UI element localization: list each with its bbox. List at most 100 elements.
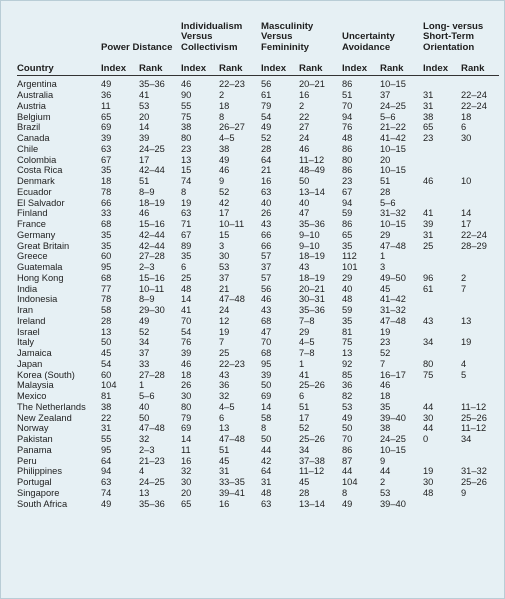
uncertainty-index-cell: 70 [342, 434, 353, 445]
individualism-index-cell: 14 [181, 294, 192, 305]
uncertainty-index-cell: 86 [342, 165, 353, 176]
table-row: Indonesia 78 8–9 14 47–48 46 30–31 48 41–42 [17, 294, 499, 305]
table-row: Costa Rica 35 42–44 15 46 21 48–49 86 10–15 [17, 165, 499, 176]
masculinity-index-cell: 26 [261, 208, 272, 219]
power-distance-rank-cell: 10–11 [139, 283, 165, 294]
power-distance-index-cell: 38 [101, 401, 112, 412]
long-term-rank-cell [461, 305, 499, 316]
long-term-index-cell: 39 [423, 219, 434, 230]
country-cell: France [17, 219, 46, 230]
long-term-index-cell: 23 [423, 133, 434, 144]
uncertainty-index-cell: 59 [342, 305, 353, 316]
individualism-rank-cell: 24 [219, 305, 230, 316]
table-row: Chile 63 24–25 23 38 28 46 86 10–15 [17, 144, 499, 155]
long-term-index-cell: 96 [423, 272, 434, 283]
long-term-index-cell: 19 [423, 466, 434, 477]
power-distance-rank-cell: 50 [139, 412, 150, 423]
power-distance-index-cell: 63 [101, 143, 112, 154]
individualism-rank-cell: 16 [219, 498, 230, 509]
power-distance-index-cell: 68 [101, 272, 112, 283]
power-distance-index-cell: 95 [101, 262, 112, 273]
masculinity-index-cell: 40 [261, 197, 272, 208]
masculinity-rank-cell: 20–21 [299, 79, 325, 90]
long-term-rank-cell [461, 327, 499, 338]
individualism-rank-cell: 2 [219, 90, 225, 101]
long-term-rank-cell [461, 251, 499, 262]
individualism-index-cell: 55 [181, 100, 192, 111]
power-distance-rank-cell: 32 [139, 434, 150, 445]
uncertainty-rank-cell: 24–25 [380, 434, 406, 445]
masculinity-rank-cell: 11–12 [299, 154, 325, 165]
masculinity-index-cell: 31 [261, 477, 272, 488]
long-term-index-cell: 30 [423, 477, 434, 488]
table-row: Ecuador 78 8–9 8 52 63 13–14 67 28 [17, 187, 499, 198]
masculinity-rank-cell: 52 [299, 423, 310, 434]
long-term-rank-cell [461, 76, 499, 91]
long-term-index-cell [423, 456, 461, 467]
masculinity-rank-cell: 48–49 [299, 165, 325, 176]
uncertainty-index-cell: 75 [342, 337, 353, 348]
long-term-index-cell: 80 [423, 358, 434, 369]
individualism-rank-cell: 22–23 [219, 79, 245, 90]
long-term-rank-cell: 30 [461, 133, 472, 144]
uncertainty-rank-cell: 21–22 [380, 122, 406, 133]
table-row: Israel 13 52 54 19 47 29 81 19 [17, 327, 499, 338]
power-distance-rank-cell: 35–36 [139, 498, 165, 509]
masculinity-rank-cell: 18–19 [299, 251, 325, 262]
long-term-rank-cell: 19 [461, 337, 472, 348]
table-row: Great Britain 35 42–44 89 3 66 9–10 35 47–48 25 28… [17, 241, 499, 252]
country-cell: Denmark [17, 176, 55, 187]
power-distance-rank-cell: 51 [139, 176, 150, 187]
long-term-index-cell: 0 [423, 434, 429, 445]
column-header-index: Index [261, 57, 300, 76]
table-row: Denmark 18 51 74 9 16 50 23 51 46 10 [17, 176, 499, 187]
uncertainty-index-cell: 94 [342, 197, 353, 208]
table-row: Ireland 28 49 70 12 68 7–8 35 47–48 43 13 [17, 316, 499, 327]
masculinity-index-cell: 47 [261, 326, 272, 337]
group-header-masculinity: Masculinity Versus Femininity [261, 20, 314, 53]
long-term-rank-cell: 11–12 [461, 401, 487, 412]
individualism-index-cell: 26 [181, 380, 192, 391]
individualism-index-cell: 30 [181, 391, 192, 402]
masculinity-index-cell: 44 [261, 444, 272, 455]
table-row: Germany 35 42–44 67 15 66 9–10 65 29 31 22–24 [17, 230, 499, 241]
uncertainty-index-cell: 101 [342, 262, 358, 273]
masculinity-rank-cell: 9–10 [299, 240, 320, 251]
table-row: Pakistan 55 32 14 47–48 50 25–26 70 24–25 0 34 [17, 434, 499, 445]
individualism-index-cell: 89 [181, 240, 192, 251]
power-distance-index-cell: 33 [101, 208, 112, 219]
individualism-rank-cell: 49 [219, 154, 230, 165]
individualism-index-cell: 46 [181, 358, 192, 369]
power-distance-rank-cell: 20 [139, 111, 150, 122]
uncertainty-index-cell: 65 [342, 229, 353, 240]
long-term-index-cell [423, 76, 461, 91]
long-term-rank-cell: 25–26 [461, 412, 487, 423]
uncertainty-rank-cell: 31–32 [380, 305, 406, 316]
group-header-row: Power Distance Individualism Versus Coll… [17, 15, 499, 57]
uncertainty-index-cell: 49 [342, 498, 353, 509]
table-row: Colombia 67 17 13 49 64 11–12 80 20 [17, 155, 499, 166]
long-term-rank-cell: 2 [461, 272, 467, 283]
masculinity-index-cell: 68 [261, 348, 272, 359]
table-row: Singapore 74 13 20 39–41 48 28 8 53 48 9 [17, 488, 499, 499]
uncertainty-rank-cell: 47–48 [380, 240, 406, 251]
uncertainty-index-cell: 35 [342, 315, 353, 326]
individualism-rank-cell: 7 [219, 337, 225, 348]
table-row: Austria 11 53 55 18 79 2 70 24–25 31 22–24 [17, 101, 499, 112]
masculinity-rank-cell: 4–5 [299, 337, 315, 348]
power-distance-rank-cell: 53 [139, 100, 150, 111]
masculinity-index-cell: 16 [261, 176, 272, 187]
uncertainty-rank-cell: 38 [380, 423, 391, 434]
long-term-index-cell: 30 [423, 412, 434, 423]
masculinity-rank-cell: 41 [299, 369, 310, 380]
masculinity-index-cell: 63 [261, 186, 272, 197]
power-distance-index-cell: 11 [101, 100, 111, 111]
masculinity-index-cell: 64 [261, 154, 272, 165]
power-distance-rank-cell: 4 [139, 466, 145, 477]
power-distance-index-cell: 28 [101, 315, 112, 326]
column-header-rank: Rank [219, 57, 262, 76]
power-distance-index-cell: 60 [101, 369, 112, 380]
table-row: Malaysia 104 1 26 36 50 25–26 36 46 [17, 380, 499, 391]
country-cell: Germany [17, 229, 56, 240]
individualism-rank-cell: 4–5 [219, 401, 235, 412]
